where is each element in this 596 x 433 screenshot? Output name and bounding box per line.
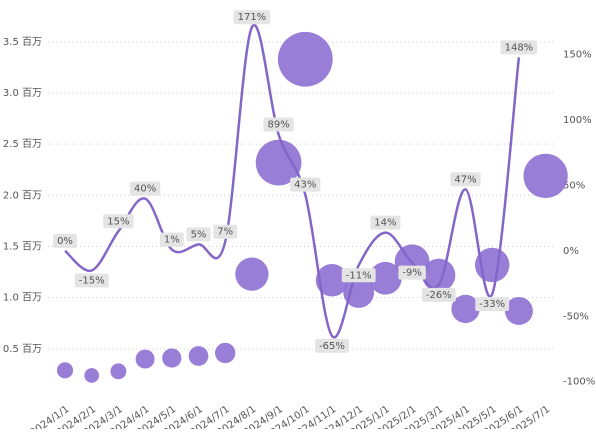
y2-tick-label: -50% [563,311,589,322]
data-label-text: 89% [267,119,289,130]
data-label-text: 148% [505,42,534,53]
y-tick-label: 1.0 百万 [3,292,42,304]
data-label-text: 40% [134,184,156,195]
data-label-text: 5% [191,229,207,240]
y2-tick-label: 50% [563,180,585,191]
y-tick-label: 1.5 百万 [3,241,42,253]
data-label-text: -65% [319,341,345,352]
data-label: -9% [398,265,426,280]
data-label: -33% [475,297,510,312]
label-box [263,117,294,132]
bubble [235,257,269,291]
data-label: 0% [53,233,77,248]
y-tick-label: 2.5 百万 [3,138,42,150]
label-box [74,273,109,288]
data-label-text: 43% [294,180,316,191]
data-label-text: 7% [217,227,233,238]
bubble [110,363,127,380]
label-box [475,297,510,312]
label-box [421,287,456,302]
y2-tick-label: -100% [563,377,595,388]
y-tick-label: 0.5 百万 [3,343,42,355]
bubble [84,368,100,383]
data-label-text: -26% [426,290,452,301]
label-box [290,177,321,192]
data-label-text: -15% [79,276,105,287]
bubble [422,258,456,292]
label-box [53,233,77,248]
bubble [135,349,155,369]
bubble [162,348,182,368]
data-label-text: -9% [402,268,421,279]
data-label-text: -33% [479,299,505,310]
bubble [523,153,568,199]
data-label-text: 1% [164,235,180,246]
y-tick-label: 3.5 百万 [3,36,42,48]
data-label-text: 0% [57,236,73,247]
y2-tick-label: 150% [563,50,592,61]
data-label: 15% [103,214,134,229]
data-label: 148% [500,40,538,55]
label-box [129,181,161,196]
data-label: 47% [450,172,481,187]
line [64,23,521,339]
bubble [315,264,349,297]
data-label-text: 15% [107,216,129,227]
data-label: 7% [213,224,238,239]
data-label-text: 14% [374,218,396,229]
label-box [398,265,426,280]
label-box [315,338,349,353]
data-label: -11% [341,268,376,283]
label-box [500,40,538,55]
data-label: -15% [74,273,109,288]
data-label: -65% [315,338,349,353]
y2-tick-label: 0% [563,246,579,257]
data-label-text: 171% [238,12,267,23]
bubble [277,31,333,87]
data-label: 171% [233,10,271,25]
bubble [369,261,402,295]
label-box [450,172,481,187]
bubble [56,362,74,379]
label-box [159,232,184,247]
data-label: 5% [186,227,211,242]
y2-tick-label: 100% [563,115,592,126]
label-box [341,268,376,283]
data-label: -26% [421,287,456,302]
bubble [451,294,480,324]
y-tick-label: 3.0 百万 [3,87,42,99]
bubble [504,296,533,325]
data-label-text: -11% [346,270,372,281]
bubble [255,139,302,186]
label-box [213,224,238,239]
label-box [233,10,271,25]
data-label-text: 47% [454,174,476,185]
label-box [370,215,401,230]
label-box [103,214,134,229]
data-label: 89% [263,117,294,132]
label-box [186,227,211,242]
data-label: 1% [159,232,184,247]
y-tick-label: 2.0 百万 [3,189,42,201]
bubble [188,346,209,366]
data-label: 14% [370,215,401,230]
bubble [215,342,236,364]
data-label: 43% [290,177,321,192]
data-label: 40% [129,181,161,196]
